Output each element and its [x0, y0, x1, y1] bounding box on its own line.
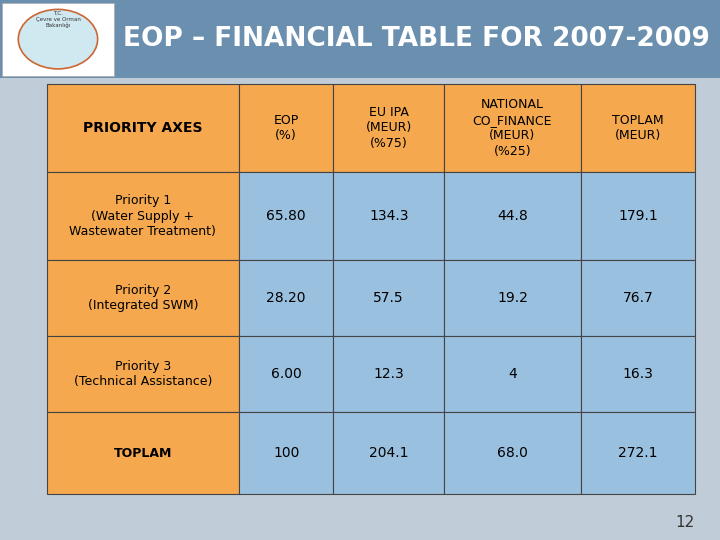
Text: 134.3: 134.3 [369, 209, 408, 223]
Text: NATIONAL
CO_FINANCE
(MEUR)
(%25): NATIONAL CO_FINANCE (MEUR) (%25) [473, 98, 552, 158]
Bar [444, 412, 581, 494]
Text: PRIORITY AXES: PRIORITY AXES [83, 121, 202, 135]
Text: Priority 3
(Technical Assistance): Priority 3 (Technical Assistance) [73, 360, 212, 388]
Text: 6.00: 6.00 [271, 367, 302, 381]
Bar [581, 84, 695, 172]
Text: EU IPA
(MEUR)
(%75): EU IPA (MEUR) (%75) [366, 106, 412, 150]
Text: 68.0: 68.0 [497, 446, 528, 460]
Bar [0, 0, 720, 78]
Bar [444, 172, 581, 260]
Bar [239, 412, 333, 494]
Bar [333, 260, 444, 336]
Text: 28.20: 28.20 [266, 291, 306, 305]
Text: 4: 4 [508, 367, 517, 381]
Text: 16.3: 16.3 [622, 367, 653, 381]
Bar [581, 172, 695, 260]
Text: 12: 12 [675, 515, 695, 530]
Text: 100: 100 [273, 446, 300, 460]
Bar [444, 336, 581, 412]
Bar [333, 84, 444, 172]
Bar [333, 412, 444, 494]
Bar [47, 172, 239, 260]
Bar [444, 84, 581, 172]
Text: 44.8: 44.8 [497, 209, 528, 223]
Circle shape [18, 9, 98, 69]
Bar [47, 336, 239, 412]
Text: 204.1: 204.1 [369, 446, 408, 460]
Text: 12.3: 12.3 [374, 367, 404, 381]
Bar [239, 260, 333, 336]
Text: TOPLAM: TOPLAM [114, 447, 172, 460]
Text: T.C.
Çevre ve Orman
Bakanlığı: T.C. Çevre ve Orman Bakanlığı [35, 11, 81, 29]
Bar [333, 336, 444, 412]
Bar [581, 412, 695, 494]
Text: EOP
(%): EOP (%) [274, 113, 299, 142]
Bar [239, 172, 333, 260]
Text: Priority 2
(Integrated SWM): Priority 2 (Integrated SWM) [88, 284, 198, 312]
Text: 272.1: 272.1 [618, 446, 657, 460]
Bar [333, 172, 444, 260]
Bar [444, 260, 581, 336]
Text: 179.1: 179.1 [618, 209, 657, 223]
Bar [47, 84, 239, 172]
Bar [47, 260, 239, 336]
Bar [239, 336, 333, 412]
Text: 19.2: 19.2 [497, 291, 528, 305]
Bar [47, 412, 239, 494]
Text: 57.5: 57.5 [374, 291, 404, 305]
Text: 76.7: 76.7 [623, 291, 653, 305]
Bar [581, 336, 695, 412]
Text: Priority 1
(Water Supply +
Wastewater Treatment): Priority 1 (Water Supply + Wastewater Tr… [69, 194, 216, 238]
Bar [2, 3, 114, 76]
Bar [239, 84, 333, 172]
Text: EOP – FINANCIAL TABLE FOR 2007-2009: EOP – FINANCIAL TABLE FOR 2007-2009 [123, 26, 711, 52]
Text: 65.80: 65.80 [266, 209, 306, 223]
Text: TOPLAM
(MEUR): TOPLAM (MEUR) [612, 113, 664, 142]
Bar [581, 260, 695, 336]
